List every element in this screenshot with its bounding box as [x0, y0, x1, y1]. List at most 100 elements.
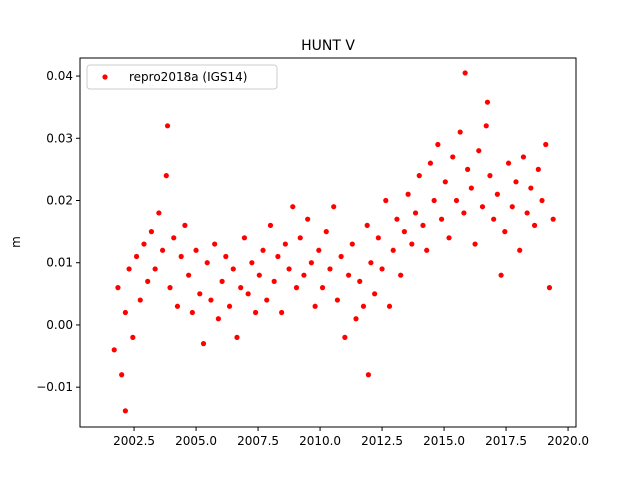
data-point: [457, 129, 463, 135]
data-point: [479, 204, 486, 210]
data-point: [234, 334, 240, 340]
data-point: [145, 278, 151, 284]
data-point: [130, 334, 136, 340]
data-point: [427, 160, 434, 166]
data-point: [491, 216, 497, 222]
data-point: [238, 285, 244, 291]
data-point: [450, 154, 456, 160]
data-point: [208, 297, 214, 303]
data-point: [197, 291, 203, 297]
data-point: [442, 179, 448, 185]
data-point: [331, 204, 337, 210]
data-point: [360, 303, 367, 309]
data-point: [189, 309, 195, 316]
data-point: [487, 173, 493, 179]
data-point: [171, 235, 177, 241]
data-point: [219, 278, 225, 284]
x-tick-label: 2002.5: [113, 434, 155, 448]
data-point: [412, 210, 419, 216]
data-point: [424, 247, 430, 253]
data-point: [164, 123, 171, 129]
data-point: [398, 272, 404, 278]
data-point: [122, 309, 128, 316]
data-point: [249, 260, 255, 266]
data-point: [494, 191, 500, 197]
data-point: [159, 247, 166, 253]
data-point: [152, 266, 158, 272]
data-point: [353, 316, 359, 322]
data-point: [264, 297, 270, 303]
data-point: [431, 197, 437, 204]
data-point: [215, 316, 221, 322]
data-point: [182, 222, 188, 228]
data-point: [226, 303, 233, 309]
data-point: [279, 309, 285, 316]
data-point: [401, 229, 407, 235]
x-tick-label: 2010.0: [299, 434, 341, 448]
data-point: [308, 260, 314, 266]
data-point: [178, 253, 184, 260]
y-tick-label: 0.02: [46, 193, 73, 207]
y-tick-label: 0.04: [46, 69, 73, 83]
data-point: [282, 241, 288, 247]
data-point: [468, 185, 474, 191]
data-point: [535, 166, 541, 172]
data-point: [513, 179, 519, 185]
data-point: [484, 99, 491, 105]
data-point: [319, 285, 326, 291]
data-point: [271, 278, 277, 284]
data-point: [546, 285, 553, 291]
data-point: [394, 216, 400, 222]
data-point: [517, 247, 523, 253]
data-point: [141, 241, 147, 247]
y-tick-label: −0.01: [36, 380, 73, 394]
data-point: [420, 222, 426, 228]
data-point: [301, 272, 307, 278]
y-tick-label: 0.00: [46, 318, 73, 332]
data-point: [133, 253, 140, 260]
data-point: [543, 141, 549, 148]
data-point: [465, 166, 471, 172]
data-point: [405, 191, 411, 197]
data-point: [148, 229, 155, 235]
data-point: [409, 241, 415, 247]
data-point: [200, 341, 207, 347]
data-point: [386, 303, 393, 309]
legend-box: [86, 64, 278, 90]
data-point: [252, 309, 259, 316]
data-point: [290, 204, 296, 210]
data-point: [435, 141, 441, 148]
data-point: [446, 235, 452, 241]
data-point: [338, 253, 344, 260]
data-point: [293, 285, 300, 291]
data-point: [550, 216, 556, 222]
data-point: [122, 408, 128, 414]
data-point: [483, 123, 489, 129]
data-point: [126, 266, 132, 272]
data-point: [193, 247, 199, 253]
data-point: [256, 272, 262, 278]
x-tick-label: 2017.5: [485, 434, 527, 448]
data-point: [372, 291, 378, 297]
data-point: [297, 235, 303, 241]
data-point: [375, 235, 381, 241]
chart-title: HUNT V: [301, 38, 355, 54]
data-point: [502, 229, 508, 235]
data-point: [241, 235, 248, 241]
data-point: [275, 253, 281, 260]
data-point: [174, 303, 181, 309]
data-point: [462, 70, 468, 76]
data-point: [416, 173, 422, 179]
data-point: [498, 272, 504, 278]
x-tick-label: 2020.0: [547, 434, 589, 448]
data-point: [327, 266, 333, 272]
legend-marker: [102, 74, 108, 80]
data-point: [342, 334, 348, 340]
x-tick-label: 2007.5: [237, 434, 279, 448]
x-tick-label: 2012.5: [361, 434, 403, 448]
data-point: [286, 266, 292, 272]
legend-label: repro2018a (IGS14): [129, 70, 247, 84]
data-point: [156, 210, 162, 216]
y-tick-label: 0.03: [46, 131, 73, 145]
